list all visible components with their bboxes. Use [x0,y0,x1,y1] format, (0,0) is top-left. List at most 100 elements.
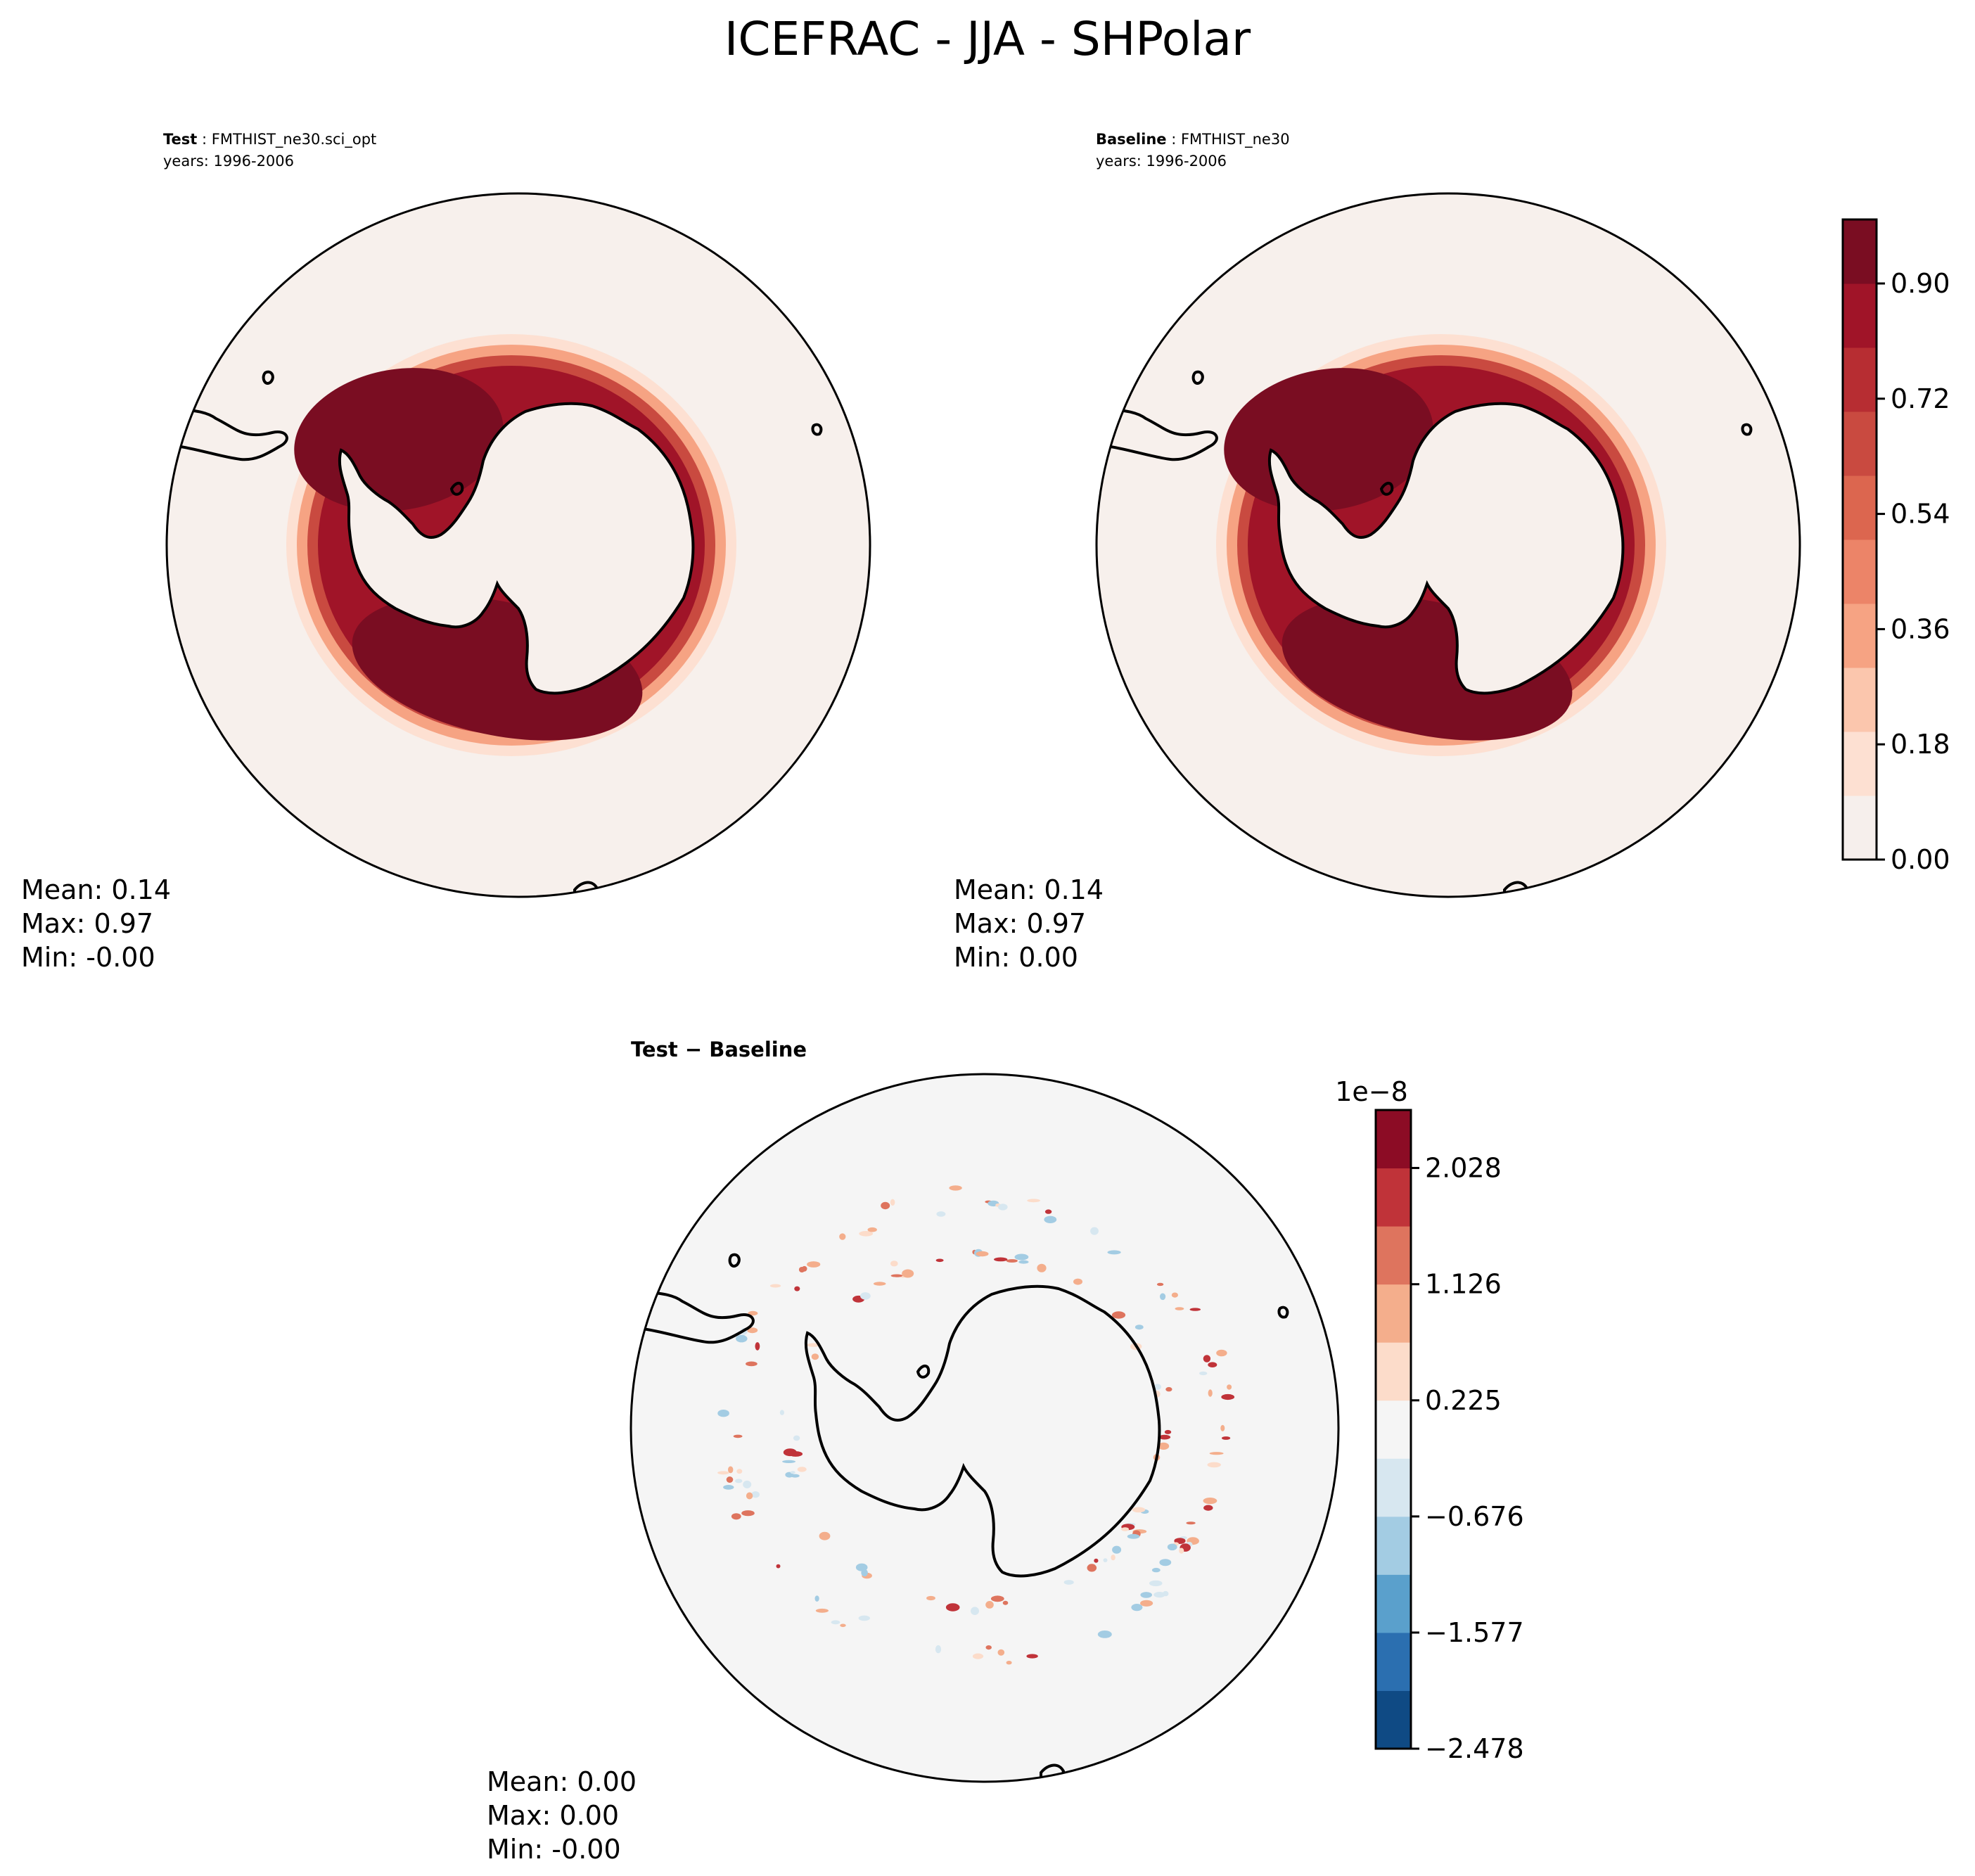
anomaly-speck [1189,1308,1201,1311]
anomaly-speck [793,1435,800,1441]
colorbar-icefrac-tick-label-1: 0.18 [1891,729,1950,760]
anomaly-speck [945,1603,960,1612]
anomaly-speck [1027,1199,1040,1203]
colorbar-difference: −2.478 −1.577 −0.676 0.225 1.126 2.028 [1374,1109,1524,1764]
anomaly-speck [1222,1436,1231,1440]
colorbar-icefrac-swatch-4 [1843,540,1877,604]
anomaly-speck [859,1231,874,1237]
anomaly-speck [1112,1545,1122,1554]
anomaly-speck [741,1510,755,1517]
anomaly-speck [1186,1521,1196,1525]
colorbar-icefrac-swatch-3 [1843,604,1877,668]
anomaly-speck [1158,1434,1171,1440]
anomaly-speck [1134,1325,1144,1330]
anomaly-speck [1132,1507,1146,1513]
anomaly-speck [1006,1259,1018,1263]
test-map-border [165,192,871,898]
anomaly-speck [1221,1393,1235,1400]
colorbar-diff-swatch-2 [1376,1574,1411,1633]
baseline-max: Max: 0.97 [954,908,1086,939]
baseline-mean: Mean: 0.14 [954,874,1104,905]
anomaly-speck [1179,1548,1184,1554]
anomaly-speck [1203,1505,1213,1511]
anomaly-speck [867,1227,877,1232]
anomaly-speck [723,1485,734,1490]
anomaly-speck [1153,1592,1165,1598]
anomaly-speck [860,1292,871,1300]
anomaly-speck [717,1410,729,1417]
anomaly-speck [997,1649,1005,1656]
anomaly-speck [814,1595,819,1602]
difference-mean: Mean: 0.00 [487,1766,637,1797]
colorbar-diff-tick-label-3: 0.225 [1425,1385,1502,1416]
anomaly-speck [1160,1293,1166,1301]
anomaly-speck [1207,1462,1221,1468]
anomaly-speck [858,1615,871,1621]
anomaly-speck [743,1480,752,1488]
anomaly-speck [935,1645,942,1654]
anomaly-speck [807,1261,821,1268]
difference-max: Max: 0.00 [487,1800,619,1831]
colorbar-icefrac-swatch-1 [1843,732,1877,796]
anomaly-speck [1044,1209,1052,1214]
anomaly-speck [1140,1592,1152,1598]
anomaly-speck [936,1211,946,1217]
anomaly-speck [794,1286,800,1291]
anomaly-speck [926,1595,935,1601]
anomaly-speck [717,1471,729,1475]
anomaly-speck [839,1233,846,1240]
colorbar-icefrac-tick-label-2: 0.36 [1891,613,1950,644]
colorbar-diff-swatch-7 [1376,1284,1411,1343]
difference-map-background [631,1074,1338,1782]
colorbar-diff-swatch-3 [1376,1516,1411,1575]
anomaly-speck [890,1199,895,1206]
anomaly-speck [971,1607,979,1615]
anomaly-speck [1026,1654,1038,1659]
anomaly-speck [890,1261,898,1267]
anomaly-speck [949,1185,962,1191]
anomaly-speck [861,1569,868,1577]
anomaly-speck [746,1492,753,1500]
colorbar-diff-swatch-0 [1376,1690,1411,1749]
anomaly-speck [1103,1558,1108,1562]
anomaly-speck [807,1343,820,1347]
anomaly-speck [815,1608,829,1613]
colorbar-diff-tick-label-0: −2.478 [1425,1733,1524,1764]
anomaly-speck [733,1434,743,1438]
anomaly-speck [819,1531,831,1540]
anomaly-speck [1097,1631,1112,1638]
colorbar-icefrac-swatch-8 [1843,283,1877,348]
anomaly-speck [1175,1307,1184,1310]
anomaly-speck [1111,1311,1126,1319]
difference-min: Min: -0.00 [487,1834,621,1865]
anomaly-speck [736,1469,743,1474]
anomaly-speck [731,1513,741,1520]
anomaly-speck [769,1284,781,1288]
colorbar-icefrac-tick-label-3: 0.54 [1891,499,1950,530]
anomaly-speck [728,1466,734,1474]
colorbar-icefrac-frame [1841,218,1878,861]
anomaly-speck [1149,1580,1163,1587]
anomaly-speck [1203,1498,1217,1505]
colorbar-diff-swatch-5 [1376,1400,1411,1459]
anomaly-speck [1227,1384,1232,1390]
baseline-label: Baseline : FMTHIST_ne30 [1096,131,1290,148]
test-max: Max: 0.97 [21,908,153,939]
baseline-min: Min: 0.00 [954,942,1078,973]
anomaly-speck [985,1645,992,1650]
anomaly-speck [1087,1564,1097,1572]
anomaly-speck [890,1274,903,1277]
anomaly-speck [782,1460,796,1463]
anomaly-speck [798,1267,805,1272]
anomaly-speck [935,1258,944,1263]
test-sea-ice [286,334,736,756]
anomaly-speck [1131,1604,1143,1612]
anomaly-speck [1209,1452,1224,1455]
panel-test: Test : FMTHIST_ne30.sci_opt years: 1996-… [21,131,871,973]
anomaly-speck [797,1467,807,1472]
test-mean: Mean: 0.14 [21,874,171,905]
anomaly-speck [1208,1389,1213,1397]
colorbar-icefrac: 0.00 0.18 0.36 0.54 0.72 0.90 [1841,218,1950,875]
anomaly-speck [1158,1442,1170,1450]
colorbar-diff-swatch-4 [1376,1458,1411,1517]
